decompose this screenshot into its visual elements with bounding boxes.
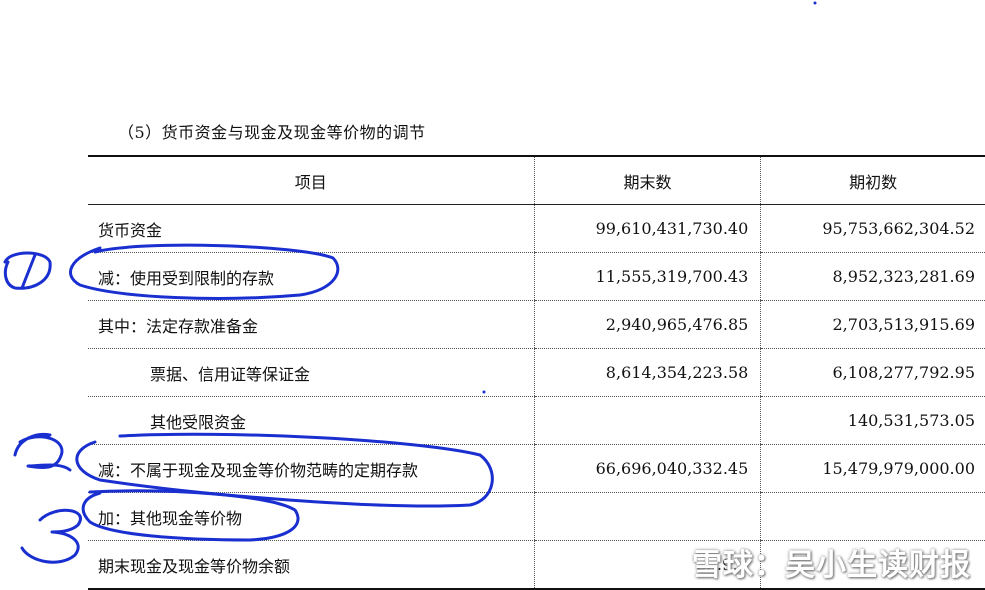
header-period-begin: 期初数 xyxy=(760,156,985,205)
row-begin-value xyxy=(760,540,985,590)
table-row: 减：使用受到限制的存款 11,555,319,700.43 8,952,323,… xyxy=(88,252,985,301)
circle-number-1 xyxy=(3,251,52,290)
table-row: 票据、信用证等保证金 8,614,354,223.58 6,108,277,79… xyxy=(88,348,985,397)
row-end-value: 11,555,319,700.43 xyxy=(533,252,761,301)
table-row: 加：其他现金等价物 xyxy=(88,492,985,541)
row-item: 加：其他现金等价物 xyxy=(88,492,535,541)
row-end-value: 2,940,965,476.85 xyxy=(533,300,761,349)
table-header-row: 项目 期末数 期初数 xyxy=(88,156,985,205)
row-begin-value: 2,703,513,915.69 xyxy=(760,300,985,349)
row-item: 票据、信用证等保证金 xyxy=(88,348,535,397)
row-begin-value: 15,479,979,000.00 xyxy=(760,444,985,493)
row-item: 减：不属于现金及现金等价物范畴的定期存款 xyxy=(88,444,535,493)
header-period-end: 期末数 xyxy=(533,156,761,205)
row-end-value xyxy=(533,492,761,541)
row-end-value xyxy=(533,396,761,445)
header-item: 项目 xyxy=(88,156,535,205)
cash-reconciliation-table: 项目 期末数 期初数 货币资金 99,610,431,730.40 95,753… xyxy=(88,155,985,590)
row-item: 货币资金 xyxy=(88,204,535,253)
row-end-value: 99,610,431,730.40 xyxy=(533,204,761,253)
row-begin-value xyxy=(760,492,985,541)
table-caption: （5）货币资金与现金及现金等价物的调节 xyxy=(118,123,426,142)
table-row: 其中：法定存款准备金 2,940,965,476.85 2,703,513,91… xyxy=(88,300,985,349)
row-item: 其他受限资金 xyxy=(88,396,535,445)
row-end-value: 66,696,040,332.45 xyxy=(533,444,761,493)
ink-dot xyxy=(813,1,817,5)
watermark: 雪球：吴小生读财报 xyxy=(692,548,971,583)
circle-number-2 xyxy=(13,432,72,472)
row-begin-value: 95,753,662,304.52 xyxy=(760,204,985,253)
table-row: 货币资金 99,610,431,730.40 95,753,662,304.52 xyxy=(88,204,985,253)
table-row: 减：不属于现金及现金等价物范畴的定期存款 66,696,040,332.45 1… xyxy=(88,444,985,493)
row-begin-value: 140,531,573.05 xyxy=(760,396,985,445)
row-item: 期末现金及现金等价物余额 xyxy=(88,540,535,590)
row-item: 减：使用受到限制的存款 xyxy=(88,252,535,301)
table-row: 其他受限资金 140,531,573.05 xyxy=(88,396,985,445)
row-end-value: 8,614,354,223.58 xyxy=(533,348,761,397)
circle-number-3 xyxy=(20,508,82,564)
row-begin-value: 8,952,323,281.69 xyxy=(760,252,985,301)
row-begin-value: 6,108,277,792.95 xyxy=(760,348,985,397)
row-item: 其中：法定存款准备金 xyxy=(88,300,535,349)
